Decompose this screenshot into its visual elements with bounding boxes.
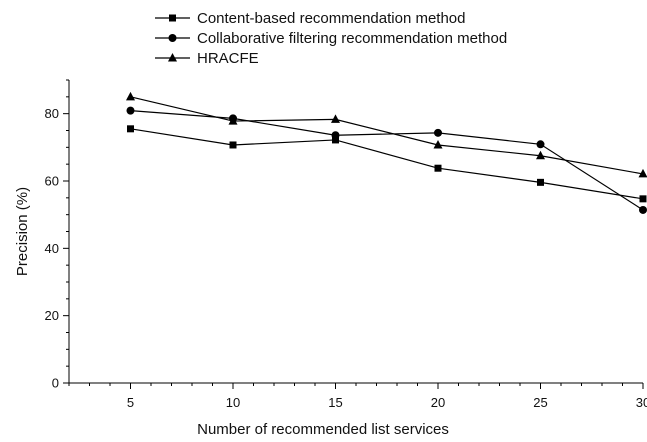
x-tick-label: 20 xyxy=(431,395,445,410)
legend-marker xyxy=(169,14,176,22)
data-point xyxy=(434,164,442,172)
x-tick-label: 15 xyxy=(328,395,342,410)
series-triangle xyxy=(126,91,647,178)
axes: 0 20 40 60 80 5 10 15 20 25 30 xyxy=(45,79,647,410)
legend-label: Content-based recommendation method xyxy=(197,10,466,27)
data-point xyxy=(536,150,545,160)
series-line xyxy=(130,128,644,200)
data-point xyxy=(638,168,647,178)
legend-item: HRACFE xyxy=(155,50,259,67)
data-point xyxy=(331,114,340,123)
y-tick-label: 40 xyxy=(45,241,59,256)
x-tick-label: 10 xyxy=(226,395,240,410)
x-axis-label: Number of recommended list services xyxy=(197,421,449,438)
y-axis-label: Precision (%) xyxy=(14,187,31,276)
legend: Content-based recommendation method Colla… xyxy=(155,10,507,67)
legend-marker xyxy=(168,53,177,62)
data-point xyxy=(639,205,647,214)
data-point xyxy=(126,91,135,101)
data-point xyxy=(126,106,135,115)
legend-item: Collaborative filtering recommendation m… xyxy=(155,30,507,47)
x-tick-label: 5 xyxy=(127,395,134,410)
data-point xyxy=(331,131,340,140)
data-point xyxy=(332,136,339,144)
data-point xyxy=(228,116,238,125)
legend-marker xyxy=(168,34,177,42)
y-tick-label: 20 xyxy=(45,308,59,323)
x-tick-label: 25 xyxy=(533,395,547,410)
series-layer xyxy=(126,91,647,214)
x-tick-label: 30 xyxy=(636,395,647,410)
data-point xyxy=(229,141,237,149)
y-tick-label: 0 xyxy=(52,376,59,391)
series-square xyxy=(127,125,647,203)
legend-item: Content-based recommendation method xyxy=(155,10,466,27)
data-point xyxy=(536,140,545,149)
data-point xyxy=(434,128,442,137)
data-point xyxy=(433,139,443,149)
series-line xyxy=(130,96,644,175)
data-point xyxy=(127,125,134,133)
data-point xyxy=(639,195,647,203)
data-point xyxy=(537,178,544,186)
legend-label: Collaborative filtering recommendation m… xyxy=(197,30,507,47)
y-tick-label: 80 xyxy=(45,106,59,121)
legend-label: HRACFE xyxy=(197,50,259,67)
y-tick-label: 60 xyxy=(45,174,59,189)
